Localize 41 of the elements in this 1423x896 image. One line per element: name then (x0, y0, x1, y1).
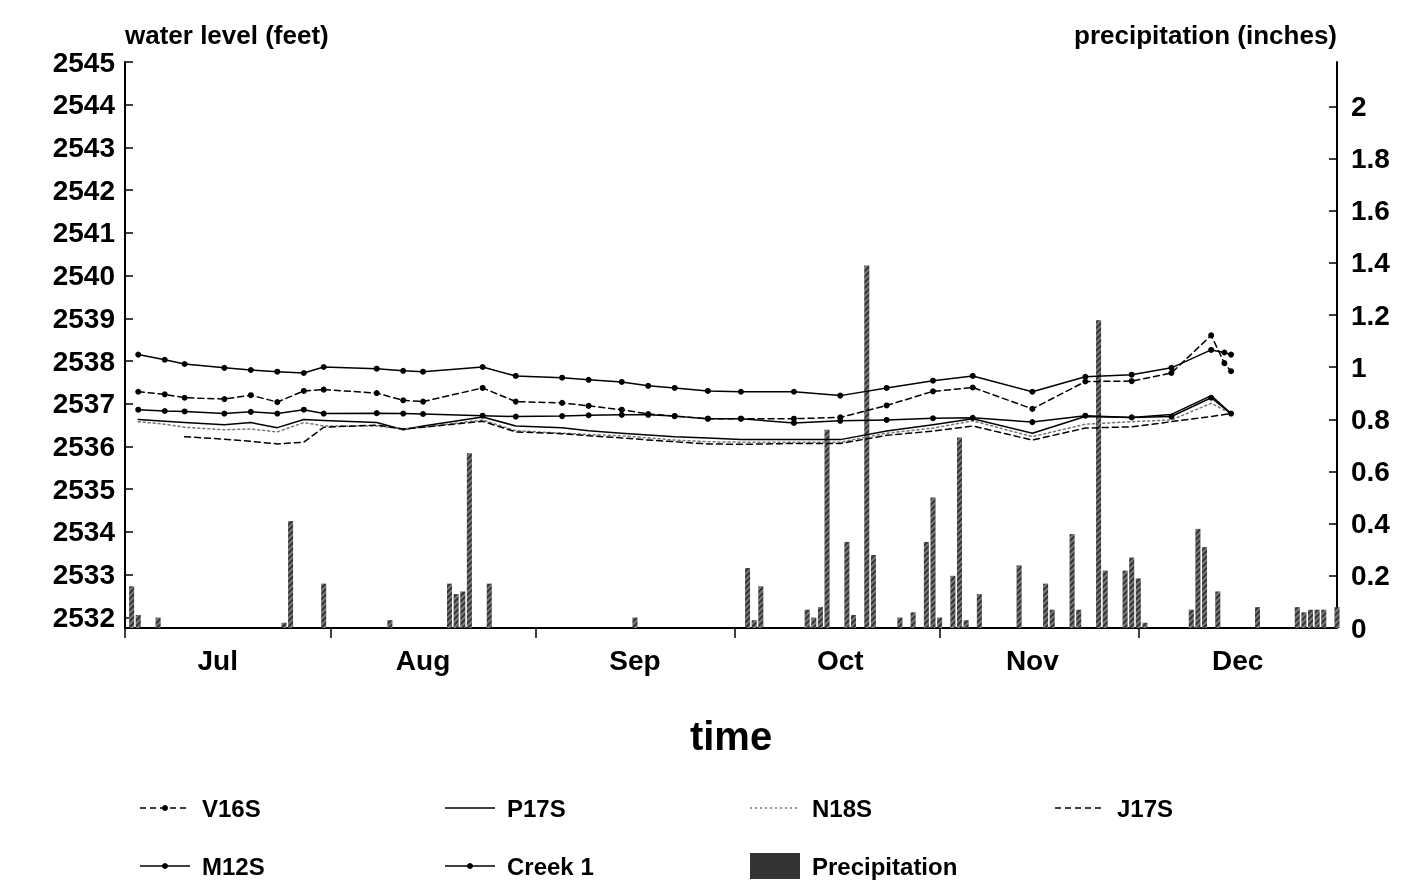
legend-label: Precipitation (812, 852, 958, 880)
y-tick-label: 2541 (52, 217, 115, 249)
y-tick-label: 2544 (52, 89, 116, 121)
x-axis-title: time (689, 714, 773, 758)
y-tick-label: 2533 (52, 559, 115, 591)
x-tick-label: Dec (1211, 644, 1264, 676)
y2-tick-label: 1.6 (1351, 195, 1390, 227)
x-tick-label: Oct (816, 644, 864, 676)
y-tick-label: 2542 (52, 174, 115, 206)
y-tick-label: 2535 (52, 473, 115, 505)
y2-tick-label: 0.8 (1351, 403, 1390, 435)
y2-axis-title: precipitation (inches) (1074, 20, 1337, 50)
y2-tick-label: 2 (1351, 90, 1367, 122)
legend-label: N18S (812, 794, 873, 822)
y-axis-title: water level (feet) (124, 20, 329, 50)
y-tick-label: 2539 (52, 302, 115, 334)
y2-tick-label: 1.8 (1351, 143, 1390, 175)
y2-tick-label: 0 (1351, 612, 1367, 644)
legend-label: M12S (202, 852, 265, 880)
y-tick-label: 2545 (52, 46, 115, 78)
x-tick-label: Jul (197, 644, 238, 676)
legend-label: Creek 1 (507, 852, 594, 880)
y2-tick-label: 1.2 (1351, 299, 1390, 331)
x-tick-label: Aug (395, 644, 451, 676)
y-tick-label: 2536 (52, 430, 115, 462)
y-tick-label: 2543 (52, 131, 115, 163)
legend-label: V16S (202, 794, 261, 822)
y2-tick-label: 1.4 (1351, 247, 1391, 279)
legend-label: J17S (1117, 794, 1174, 822)
y2-tick-label: 1 (1351, 351, 1367, 383)
x-tick-label: Sep (609, 644, 661, 676)
y-tick-label: 2532 (52, 601, 115, 633)
y2-tick-label: 0.4 (1351, 508, 1391, 540)
x-tick-label: Nov (1005, 644, 1060, 676)
y-tick-label: 2540 (52, 260, 115, 292)
y2-tick-label: 0.6 (1351, 456, 1390, 487)
y2-tick-label: 0.2 (1351, 560, 1390, 592)
legend-label: P17S (507, 794, 566, 822)
y-tick-label: 2537 (52, 388, 115, 420)
y-tick-label: 2538 (52, 345, 115, 377)
y-tick-label: 2534 (52, 516, 116, 548)
